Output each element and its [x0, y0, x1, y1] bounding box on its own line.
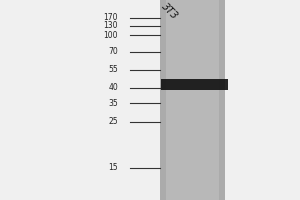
Text: 15: 15: [108, 164, 118, 172]
Text: 170: 170: [103, 14, 118, 22]
Text: 100: 100: [103, 30, 118, 40]
Text: 40: 40: [108, 84, 118, 92]
Bar: [219, 0, 225, 200]
Text: 130: 130: [103, 21, 118, 30]
Text: 70: 70: [108, 47, 118, 56]
Bar: [160, 0, 166, 200]
Text: 35: 35: [108, 98, 118, 108]
Text: 55: 55: [108, 66, 118, 74]
Text: 25: 25: [108, 117, 118, 127]
Bar: [160, 0, 225, 200]
Text: 3T3: 3T3: [159, 1, 179, 22]
Bar: [160, 78, 228, 90]
